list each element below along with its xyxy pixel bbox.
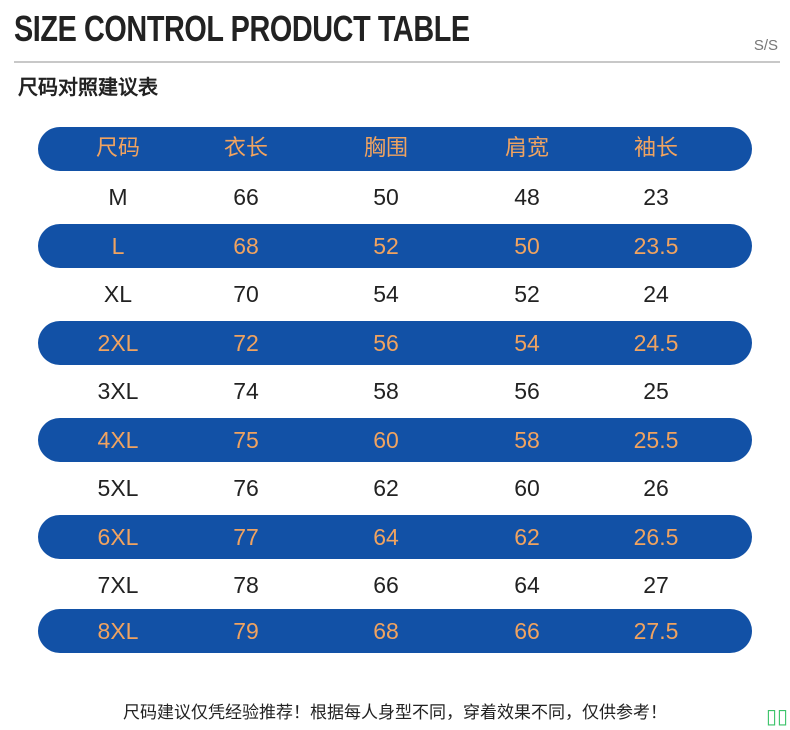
column-header: 尺码 <box>95 136 140 161</box>
page-title: SIZE CONTROL PRODUCT TABLE <box>14 8 470 49</box>
length-cell: 75 <box>233 427 259 453</box>
length-cell: 79 <box>233 618 259 644</box>
sleeve-cell: 23.5 <box>633 233 679 259</box>
table-row: XL 70 54 52 24 <box>38 272 752 316</box>
table-row: L 68 52 50 23.5 <box>38 224 752 268</box>
length-cell: 66 <box>233 184 259 210</box>
table-row: 4XL 75 60 58 25.5 <box>38 418 752 462</box>
table-header-row: 尺码 衣长 胸围 肩宽 袖长 <box>38 127 752 171</box>
size-cell: 6XL <box>97 524 139 550</box>
length-cell: 77 <box>233 524 259 550</box>
table-row: 5XL 76 62 60 26 <box>38 466 752 510</box>
size-cell: L <box>111 233 125 259</box>
chest-cell: 68 <box>373 618 399 644</box>
chest-cell: 50 <box>373 184 399 210</box>
length-cell: 70 <box>233 281 259 307</box>
shoulder-cell: 62 <box>514 524 540 550</box>
chest-cell: 60 <box>373 427 399 453</box>
shoulder-cell: 64 <box>514 572 540 598</box>
table-row: 3XL 74 58 56 25 <box>38 369 752 413</box>
season-label: S/S <box>753 37 778 54</box>
sleeve-cell: 27 <box>643 572 669 598</box>
size-cell: 7XL <box>97 572 139 598</box>
chest-cell: 62 <box>373 475 399 501</box>
size-cell: 2XL <box>97 330 139 356</box>
chest-cell: 56 <box>373 330 399 356</box>
sleeve-cell: 24 <box>643 281 669 307</box>
sleeve-cell: 25 <box>643 378 669 404</box>
shoulder-cell: 66 <box>514 618 540 644</box>
table-row: 8XL 79 68 66 27.5 <box>38 609 752 653</box>
shoulder-cell: 56 <box>514 378 540 404</box>
chest-cell: 64 <box>373 524 399 550</box>
sleeve-cell: 24.5 <box>633 330 679 356</box>
shoulder-cell: 54 <box>514 330 540 356</box>
sleeve-cell: 27.5 <box>633 618 679 644</box>
size-cell: 5XL <box>97 475 139 501</box>
size-cell: 3XL <box>97 378 139 404</box>
shoulder-cell: 58 <box>514 427 540 453</box>
shoulder-cell: 60 <box>514 475 540 501</box>
column-header: 肩宽 <box>504 136 549 161</box>
sleeve-cell: 25.5 <box>633 427 679 453</box>
table-row: 7XL 78 66 64 27 <box>38 563 752 607</box>
column-header: 袖长 <box>633 136 678 161</box>
length-cell: 78 <box>233 572 259 598</box>
length-cell: 68 <box>233 233 259 259</box>
column-header: 衣长 <box>223 136 268 161</box>
size-cell: M <box>108 184 128 210</box>
shoulder-cell: 48 <box>514 184 540 210</box>
length-cell: 76 <box>233 475 259 501</box>
size-cell: 4XL <box>97 427 139 453</box>
length-cell: 74 <box>233 378 259 404</box>
size-cell: XL <box>103 281 133 307</box>
unknown-glyph-icon: ▯▯ <box>765 704 788 728</box>
table-row: M 66 50 48 23 <box>38 175 752 219</box>
table-row: 2XL 72 56 54 24.5 <box>38 321 752 365</box>
chest-cell: 52 <box>373 233 399 259</box>
sleeve-cell: 26.5 <box>633 524 679 550</box>
table-subtitle: 尺码对照建议表 <box>18 75 158 99</box>
length-cell: 72 <box>233 330 259 356</box>
chest-cell: 54 <box>373 281 399 307</box>
sleeve-cell: 23 <box>643 184 669 210</box>
chest-cell: 58 <box>373 378 399 404</box>
chest-cell: 66 <box>373 572 399 598</box>
shoulder-cell: 50 <box>514 233 540 259</box>
shoulder-cell: 52 <box>514 281 540 307</box>
table-row: 6XL 77 64 62 26.5 <box>38 515 752 559</box>
size-cell: 8XL <box>97 618 139 644</box>
fit-disclaimer: 尺码建议仅凭经验推荐！根据每人身型不同，穿着效果不同，仅供参考！ <box>123 703 667 723</box>
header-divider <box>14 61 780 63</box>
sleeve-cell: 26 <box>643 475 669 501</box>
column-header: 胸围 <box>363 136 408 161</box>
